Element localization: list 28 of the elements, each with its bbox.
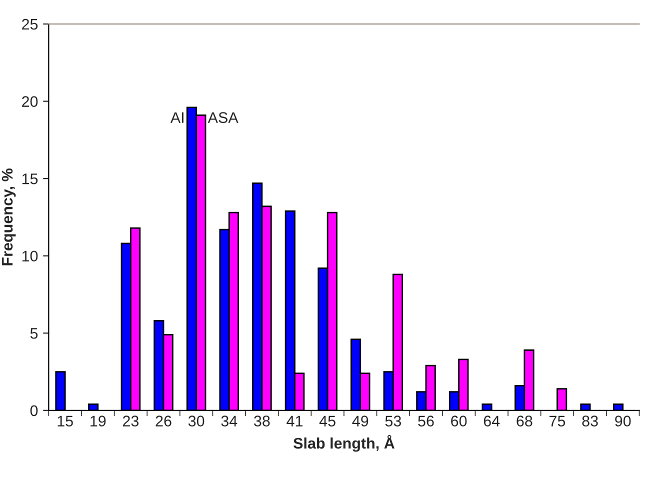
y-tick-label: 20 — [22, 96, 38, 107]
x-tick-label: 15 — [58, 416, 73, 426]
y-tick-label: 5 — [30, 328, 38, 339]
x-tick-label: 30 — [188, 416, 204, 426]
x-tick-label: 26 — [156, 416, 172, 426]
x-tick-label: 23 — [122, 416, 139, 426]
series-label: ASA — [208, 112, 238, 123]
y-tick-label: 0 — [30, 405, 38, 416]
x-tick-label: 68 — [516, 416, 532, 426]
y-tick-label: 10 — [22, 250, 38, 262]
y-axis-title: Frequency, % — [2, 168, 16, 266]
series-label: AI — [170, 112, 184, 123]
x-tick-label: 41 — [286, 416, 303, 426]
x-tick-label: 64 — [484, 416, 500, 426]
x-tick-label: 90 — [615, 416, 631, 426]
x-tick-label: 83 — [582, 416, 598, 426]
x-tick-label: 49 — [352, 416, 368, 426]
x-tick-label: 38 — [254, 416, 270, 426]
y-tick-label: 25 — [22, 18, 38, 30]
x-tick-label: 34 — [221, 416, 238, 426]
x-tick-label: 56 — [418, 416, 434, 426]
x-tick-label: 19 — [90, 416, 106, 426]
y-tick-label: 15 — [22, 174, 38, 184]
x-tick-label: 75 — [550, 416, 566, 426]
x-axis-title: Slab length, Å — [293, 435, 394, 452]
x-tick-label: 45 — [319, 416, 336, 426]
x-tick-label: 53 — [385, 416, 402, 426]
x-tick-label: 60 — [451, 416, 467, 426]
